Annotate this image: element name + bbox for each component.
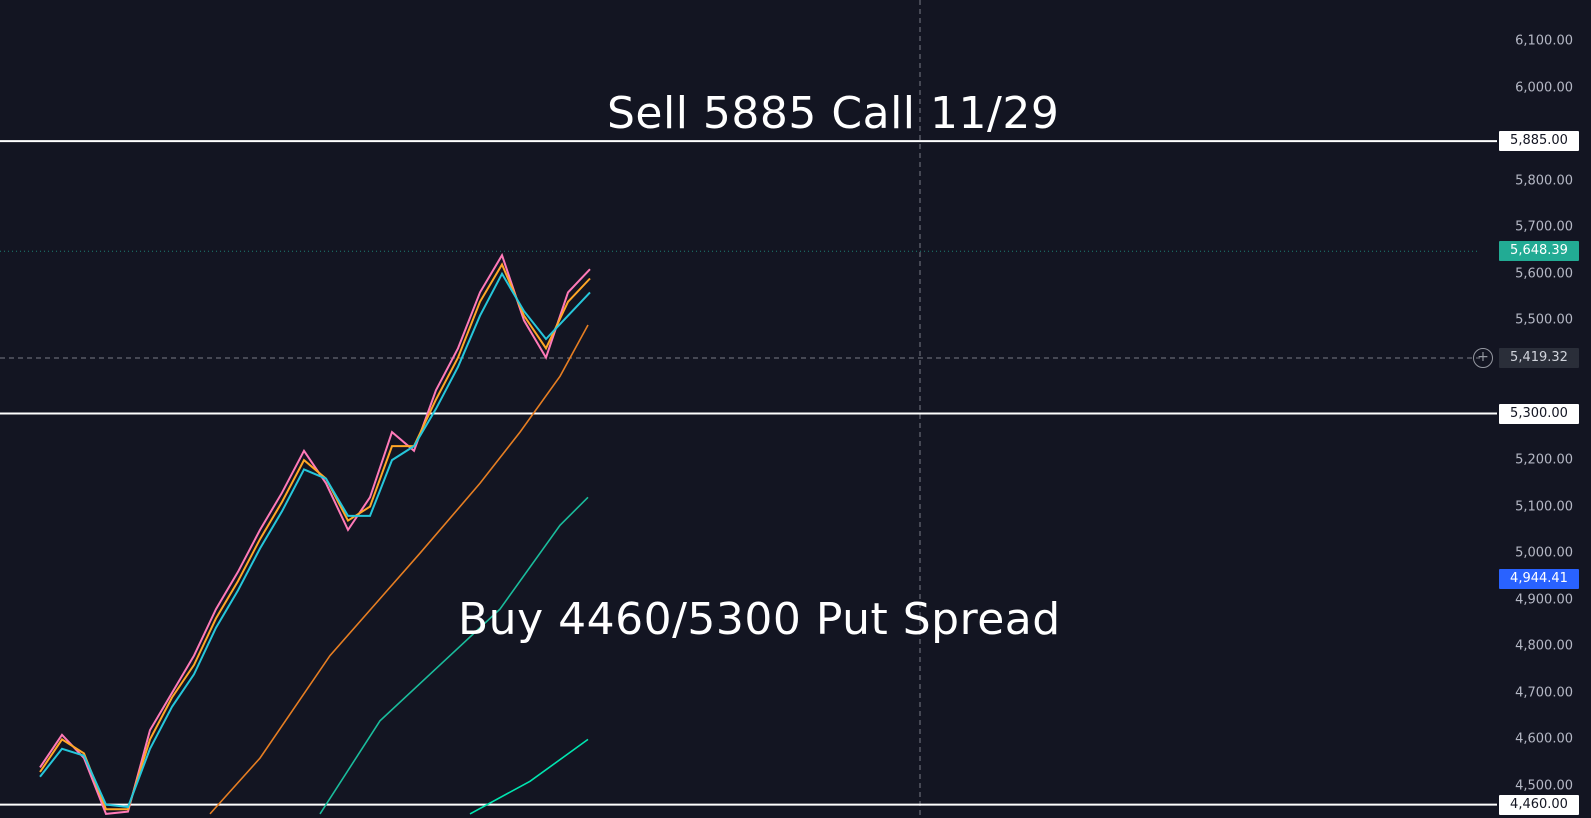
y-axis-tick: 5,100.00 (1515, 499, 1573, 515)
moving-average-1 (319, 496, 589, 815)
y-axis-tick: 4,600.00 (1515, 731, 1573, 747)
y-axis-tick: 4,700.00 (1515, 685, 1573, 701)
y-axis-tick: 4,900.00 (1515, 592, 1573, 608)
price-tag-5[interactable]: 4,460.00 (1499, 794, 1579, 815)
put-spread-annotation: Buy 4460/5300 Put Spread (458, 594, 1061, 645)
price-tag-2[interactable]: 5,419.32 (1499, 347, 1579, 368)
price-series-0 (39, 252, 591, 815)
y-axis-tick: 4,800.00 (1515, 638, 1573, 654)
price-tag-4[interactable]: 4,944.41 (1499, 569, 1579, 590)
y-axis-tick: 4,500.00 (1515, 778, 1573, 794)
price-series-2 (39, 271, 591, 809)
moving-average-0 (209, 324, 589, 815)
price-tag-3[interactable]: 5,300.00 (1499, 403, 1579, 424)
price-tag-1[interactable]: 5,648.39 (1499, 241, 1579, 262)
sell-call-annotation: Sell 5885 Call 11/29 (607, 88, 1060, 139)
y-axis-tick: 6,100.00 (1515, 33, 1573, 49)
y-axis-tick: 5,600.00 (1515, 266, 1573, 282)
y-axis-tick: 5,000.00 (1515, 545, 1573, 561)
price-series-1 (39, 262, 591, 811)
moving-average-2 (469, 738, 589, 815)
price-tag-0[interactable]: 5,885.00 (1499, 131, 1579, 152)
y-axis-tick: 6,000.00 (1515, 80, 1573, 96)
y-axis-tick: 5,500.00 (1515, 312, 1573, 328)
y-axis-tick: 5,200.00 (1515, 452, 1573, 468)
add-plus-icon[interactable]: + (1473, 347, 1493, 368)
y-axis-tick: 5,800.00 (1515, 173, 1573, 189)
y-axis-tick: 5,700.00 (1515, 219, 1573, 235)
